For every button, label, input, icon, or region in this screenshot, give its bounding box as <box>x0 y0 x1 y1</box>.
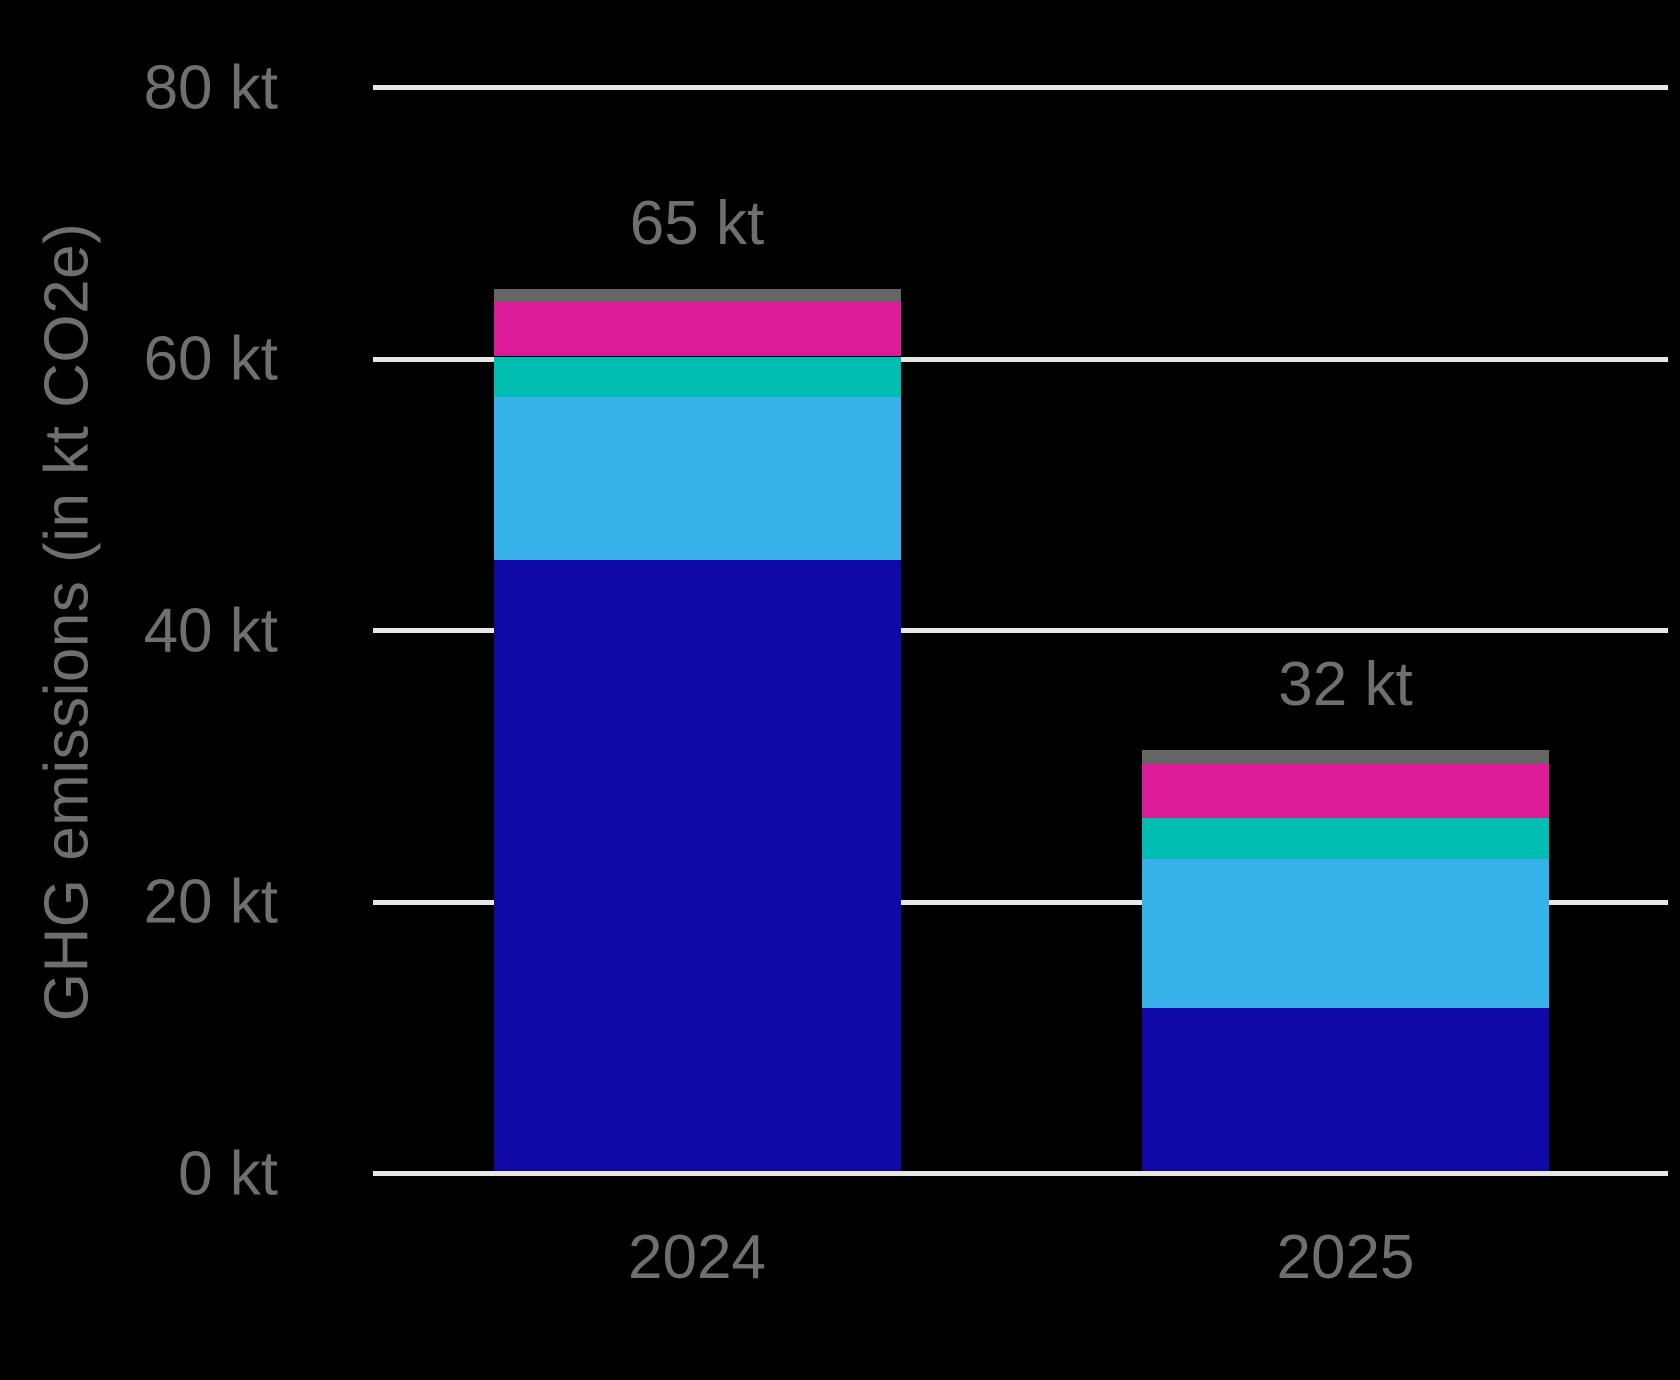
gridline-60kt <box>373 356 1668 362</box>
bar-total-label-2025: 32 kt <box>1278 650 1413 720</box>
bar-2025-navy-segment <box>1142 1008 1549 1171</box>
bar-2024-cyan-segment <box>493 397 901 561</box>
y-axis-title: GHG emissions (in kt CO2e) <box>32 222 102 1022</box>
gridline-0kt <box>373 1171 1668 1176</box>
bar-2025-teal-segment <box>1142 818 1549 859</box>
bar-2024-magenta-segment <box>493 302 901 357</box>
bar-2025-gray-segment <box>1142 750 1549 764</box>
gridline-80kt <box>373 85 1668 90</box>
y-tick-label-20kt: 20 kt <box>143 867 278 937</box>
x-tick-label-2024: 2024 <box>628 1223 766 1292</box>
bar-2025-cyan-segment <box>1142 858 1549 1009</box>
y-tick-label-0kt: 0 kt <box>178 1139 278 1208</box>
x-tick-label-2025: 2025 <box>1276 1223 1415 1292</box>
bar-2024-navy-segment <box>493 560 901 1171</box>
y-tick-label-40kt: 40 kt <box>143 596 278 665</box>
y-tick-label-60kt: 60 kt <box>143 324 278 394</box>
bar-2024-teal-segment <box>493 356 901 398</box>
y-tick-label-80kt: 80 kt <box>143 53 278 122</box>
bar-2024 <box>493 288 901 1171</box>
bar-total-label-2024: 65 kt <box>629 188 765 258</box>
bar-2025-magenta-segment <box>1142 763 1549 819</box>
bar-2025 <box>1142 750 1549 1171</box>
bar-2024-gray-segment <box>493 288 901 303</box>
gridline-40kt <box>373 628 1668 633</box>
gridline-20kt <box>373 899 1668 905</box>
